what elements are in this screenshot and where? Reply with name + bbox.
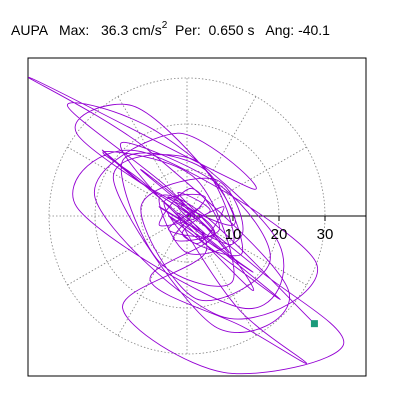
radial-tick-label: 10 (225, 226, 242, 243)
radial-tick-label: 30 (317, 226, 334, 243)
radial-tick-label: 20 (271, 226, 288, 243)
period-value: 0.650 s (208, 22, 255, 38)
max-value: 36.3 cm/s (101, 22, 162, 38)
period-label: Per: (175, 22, 201, 38)
peak-marker (310, 320, 318, 328)
max-label: Max: (58, 22, 90, 38)
marker-layer (310, 320, 318, 328)
grid-spoke-60 (186, 96, 257, 217)
angle-label: Ang: (265, 22, 295, 38)
polar-axes (187, 215, 366, 221)
particle-motion-trace (28, 76, 345, 375)
tick-label-layer: 10 20 30 (225, 226, 334, 243)
station-code: AUPA (11, 22, 48, 38)
angle-value: -40.1 (298, 22, 330, 38)
chart-title: AUPA Max: 36.3 cm/s2 Per: 0.650 s Ang: -… (11, 17, 330, 39)
plot-frame (27, 57, 367, 377)
max-exponent: 2 (161, 20, 168, 31)
trace-layer (28, 76, 345, 375)
